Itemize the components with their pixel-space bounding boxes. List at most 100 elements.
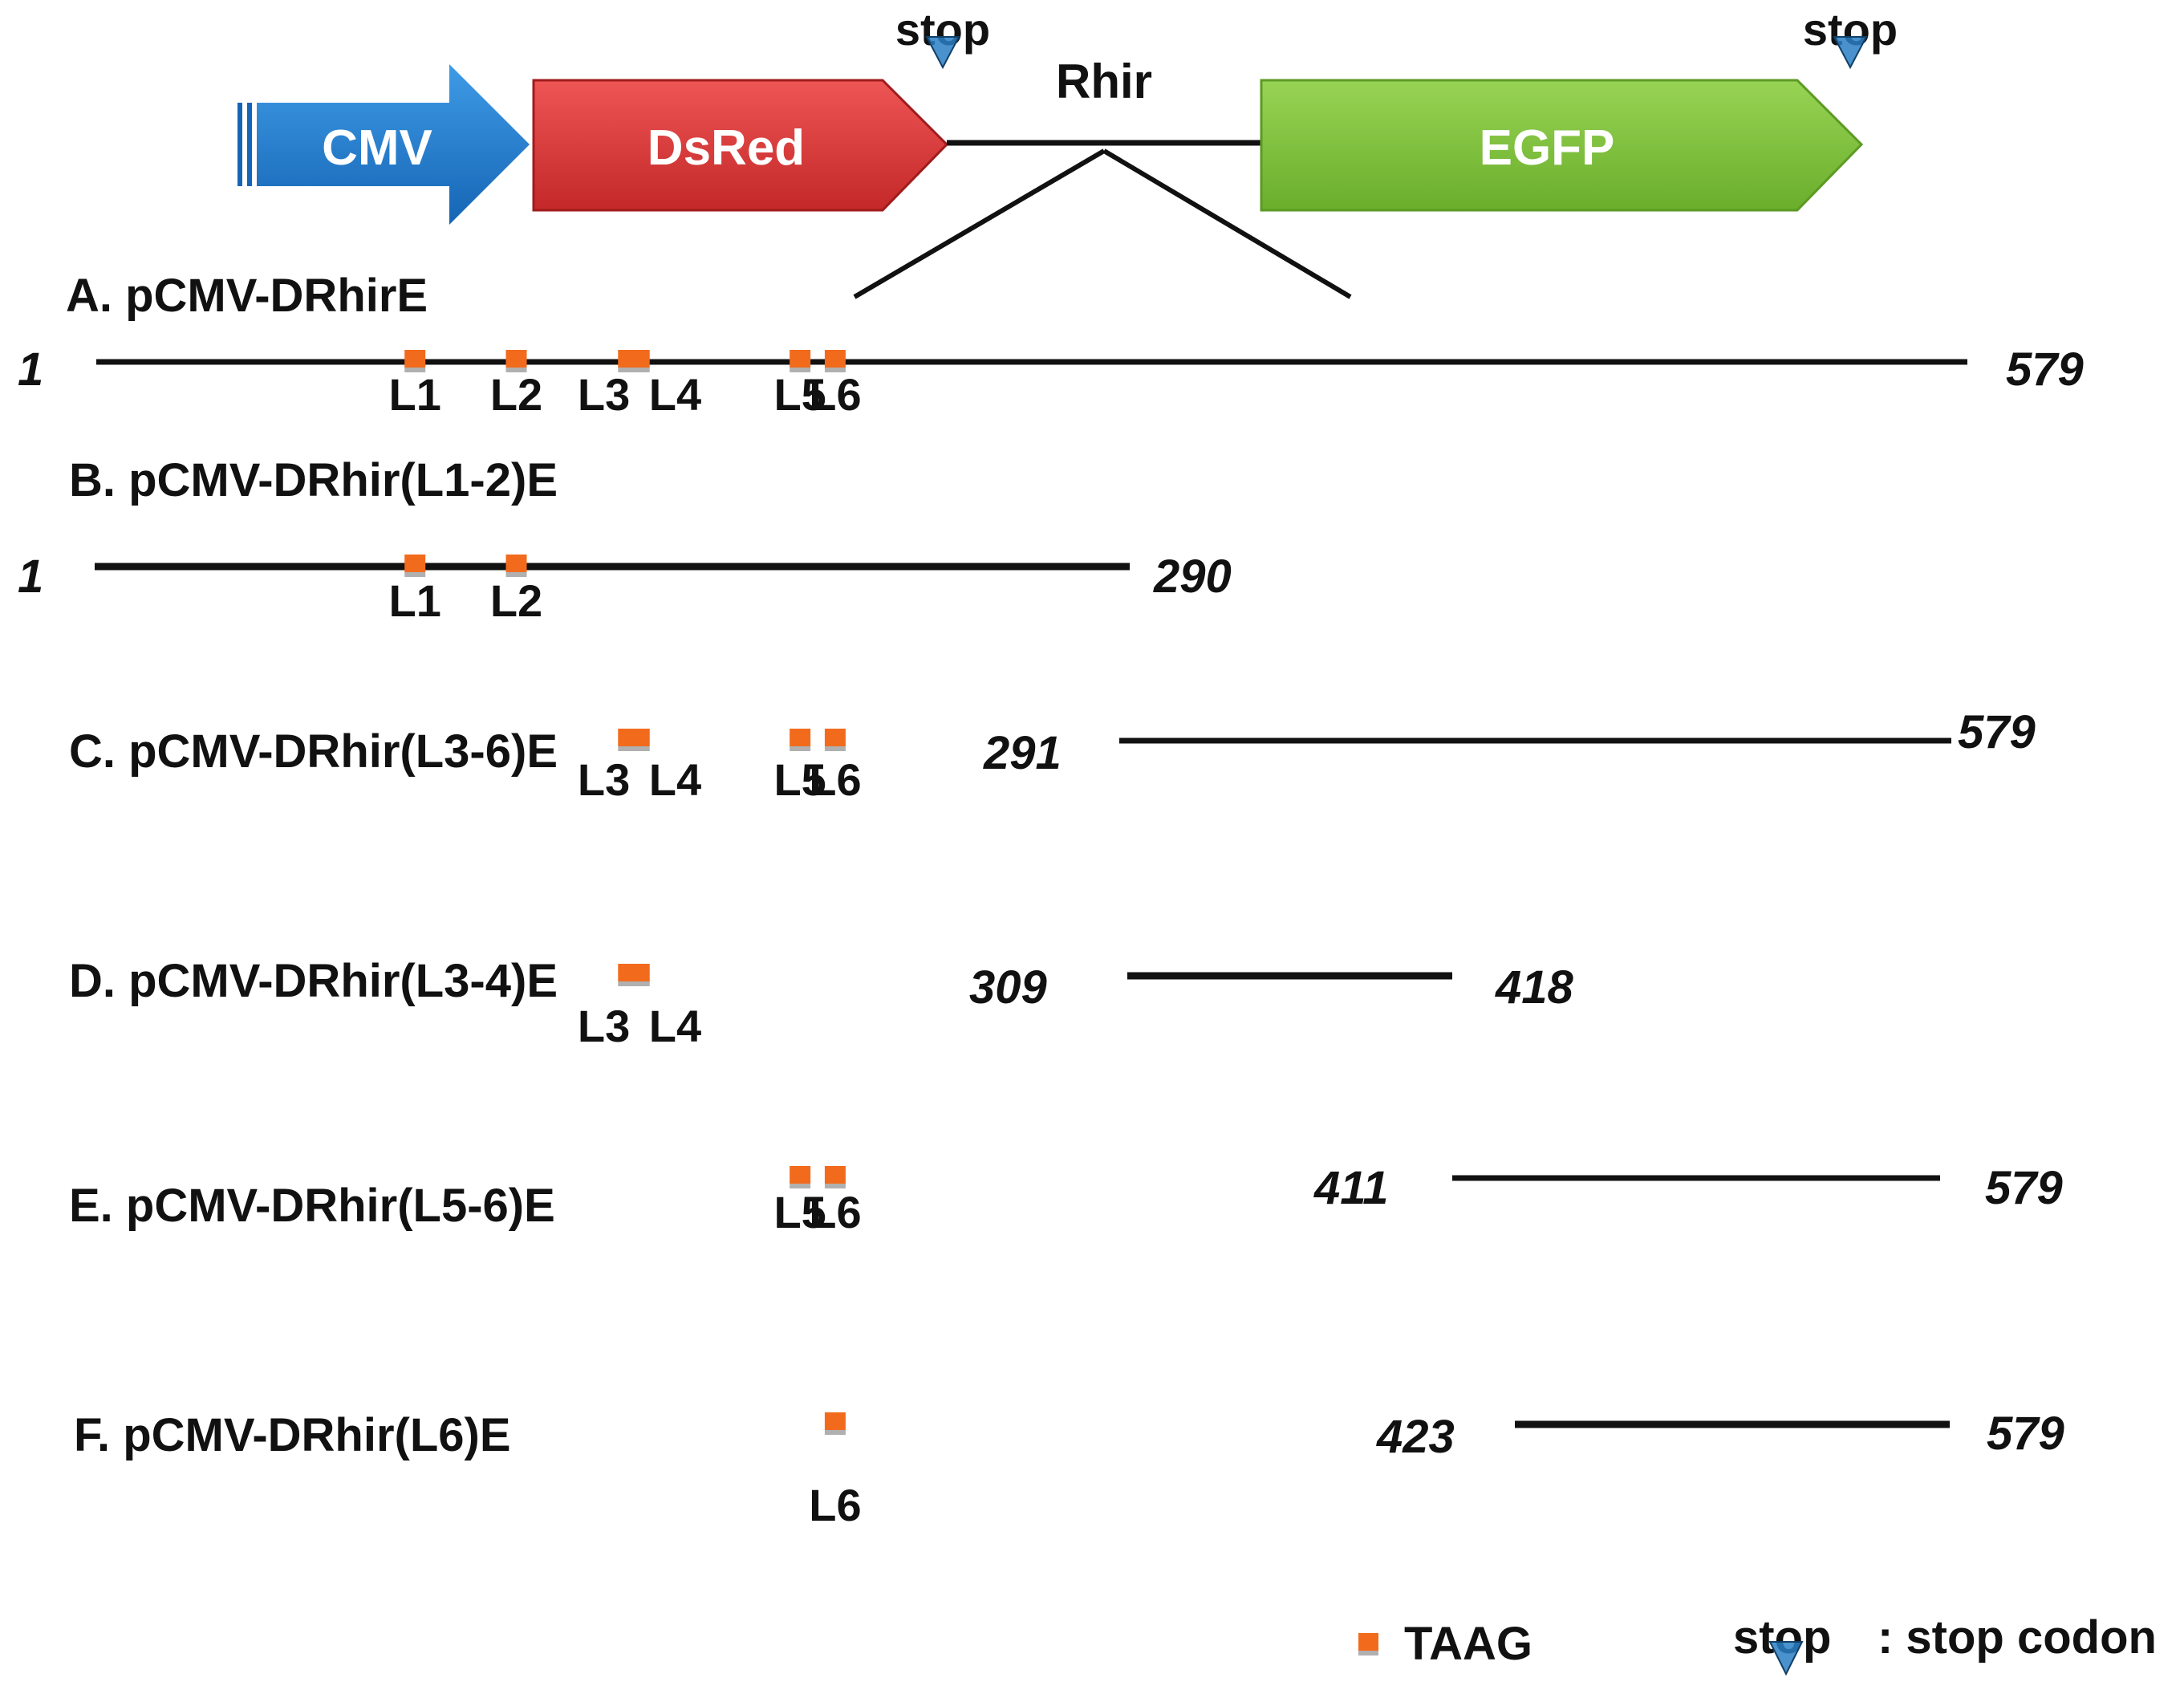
taag-site-marker [628, 350, 650, 368]
construct-end: 579 [1985, 1162, 2063, 1214]
site-label: L6 [809, 369, 861, 420]
taag-site-marker [628, 964, 650, 981]
taag-site-marker [505, 555, 527, 572]
construct-title: F. pCMV-DRhir(L6)E [74, 1409, 511, 1461]
legend-taag-label: TAAG [1404, 1618, 1532, 1670]
legend-stop: stop : stop codon [1733, 1611, 2157, 1676]
taag-site-shadow [790, 746, 811, 751]
taag-site-shadow [404, 368, 426, 372]
site-label: L3 [578, 369, 630, 420]
stop-triangle-icon [1768, 1641, 1804, 1676]
taag-site-marker [824, 729, 846, 746]
egfp-box: EGFP [1260, 79, 1864, 212]
cmv-label: CMV [322, 120, 432, 176]
site-label: L6 [809, 754, 861, 805]
stop-codon-1: stop [895, 4, 990, 70]
site-label: L4 [649, 369, 701, 420]
dsred-label: DsRed [647, 120, 805, 176]
legend: TAAG stop : stop codon [1358, 1611, 2157, 1676]
stop-triangle-icon [925, 36, 960, 70]
cmv-promoter-arrow: CMV [237, 64, 530, 225]
site-label: L5 [773, 1187, 826, 1237]
site-label: L5 [773, 754, 826, 805]
site-label: L4 [649, 1001, 701, 1051]
site-label: L4 [649, 754, 701, 805]
construct-b: B. pCMV-DRhir(L1-2)E 1 290 L1 L2 [18, 454, 1232, 626]
construct-end: 579 [2006, 343, 2084, 396]
taag-site-shadow [505, 368, 527, 372]
site-label: L1 [389, 575, 441, 626]
taag-site-shadow [618, 368, 639, 372]
taag-site-shadow [790, 368, 811, 372]
construct-start: 1 [18, 343, 43, 396]
site-label: L5 [773, 369, 826, 420]
construct-title: A. pCMV-DRhirE [66, 270, 428, 322]
taag-square-icon [1358, 1633, 1378, 1651]
egfp-label: EGFP [1480, 120, 1615, 176]
taag-site-shadow [790, 1184, 811, 1188]
taag-site-shadow [824, 1184, 846, 1188]
rhir-label: Rhir [1056, 55, 1152, 108]
taag-site-marker [790, 1166, 811, 1184]
construct-end: 579 [1987, 1408, 2064, 1460]
stop-triangle-icon [1833, 36, 1868, 70]
site-label: L3 [578, 1001, 630, 1051]
construct-title: C. pCMV-DRhir(L3-6)E [69, 725, 558, 778]
site-label: L1 [389, 369, 441, 420]
stop-codon-2: stop [1803, 4, 1898, 70]
taag-site-marker [824, 350, 846, 368]
taag-site-shadow [628, 368, 650, 372]
site-label: L3 [578, 754, 630, 805]
construct-d: D. pCMV-DRhir(L3-4)E 309 418 L3 L4 [69, 955, 1574, 1051]
site-label: L2 [490, 575, 542, 626]
site-group: L1 L2 [389, 555, 542, 626]
taag-site-marker [790, 350, 811, 368]
construct-end: 418 [1495, 961, 1574, 1014]
construct-start: 1 [18, 550, 43, 603]
legend-taag: TAAG [1358, 1618, 1532, 1670]
zoom-line-right [1102, 148, 1352, 299]
taag-site-shadow [824, 368, 846, 372]
taag-site-shadow [628, 981, 650, 986]
site-label: L6 [809, 1187, 861, 1237]
taag-site-marker [404, 555, 426, 572]
construct-title: B. pCMV-DRhir(L1-2)E [69, 454, 558, 506]
dsred-box: DsRed [532, 79, 949, 212]
site-label: L6 [809, 1480, 861, 1530]
site-group: L6 [809, 1412, 862, 1530]
taag-site-marker [505, 350, 527, 368]
taag-site-shadow [628, 746, 650, 751]
taag-site-marker [824, 1412, 846, 1430]
taag-site-marker [824, 1166, 846, 1184]
construct-title: E. pCMV-DRhir(L5-6)E [69, 1180, 555, 1232]
construct-start: 291 [983, 727, 1062, 779]
construct-end: 579 [1958, 706, 2036, 758]
taag-site-shadow [404, 572, 426, 577]
construct-start: 309 [969, 961, 1047, 1014]
legend-stop-desc: : stop codon [1878, 1611, 2157, 1664]
taag-site-marker [628, 729, 650, 746]
taag-site-marker [790, 729, 811, 746]
taag-site-shadow [824, 746, 846, 751]
site-group: L3 L4 [578, 964, 701, 1051]
construct-title: D. pCMV-DRhir(L3-4)E [69, 955, 558, 1007]
site-label: L2 [490, 369, 542, 420]
construct-f: F. pCMV-DRhir(L6)E 423 579 L6 [74, 1408, 2064, 1530]
expression-cassette: CMV DsRed Rhir EGFP stop stop [237, 4, 1898, 299]
taag-site-shadow [505, 572, 527, 577]
zoom-line-left [853, 148, 1106, 299]
construct-start: 411 [1313, 1162, 1388, 1214]
construct-start: 423 [1376, 1411, 1455, 1463]
taag-site-shadow [618, 746, 639, 751]
taag-site-marker [404, 350, 426, 368]
construct-end: 290 [1153, 550, 1232, 603]
taag-site-shadow [618, 981, 639, 986]
taag-site-shadow [824, 1430, 846, 1435]
